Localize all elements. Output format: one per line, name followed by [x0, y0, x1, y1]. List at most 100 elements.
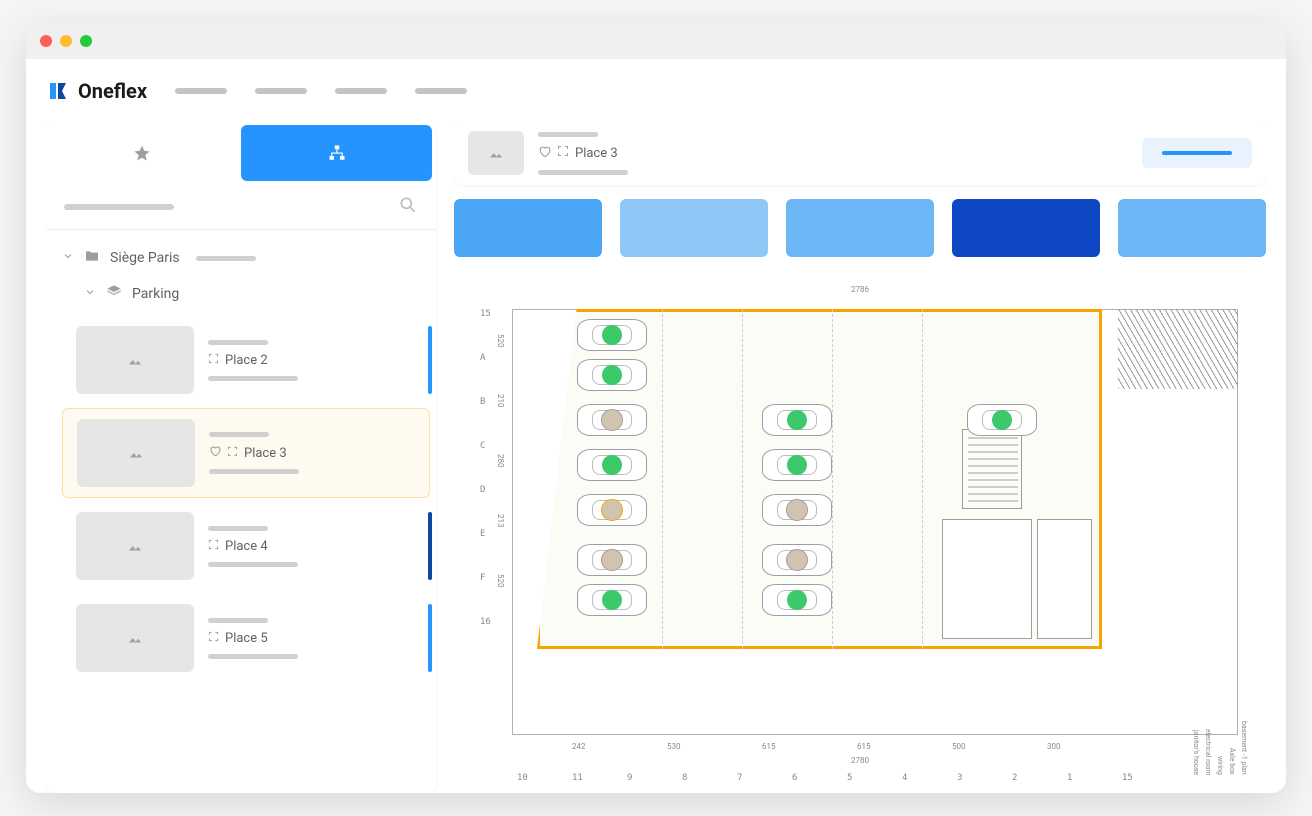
- tree-root[interactable]: Siège Paris: [46, 240, 436, 276]
- header-meta: Place 3: [538, 132, 628, 175]
- day-strip: [454, 199, 1266, 257]
- status-edge: [428, 604, 432, 672]
- fullscreen-icon[interactable]: [208, 539, 219, 554]
- day-chip[interactable]: [786, 199, 934, 257]
- primary-action-button[interactable]: [1142, 138, 1252, 168]
- star-icon: [133, 144, 151, 162]
- axis-label: 3: [957, 773, 962, 783]
- parking-spot[interactable]: [762, 494, 832, 526]
- folder-icon: [84, 248, 100, 268]
- dim-label: 280: [496, 454, 505, 468]
- parking-spot[interactable]: [577, 449, 647, 481]
- place-item[interactable]: Place 2: [62, 316, 430, 404]
- day-chip[interactable]: [1118, 199, 1266, 257]
- fullscreen-icon[interactable]: [208, 353, 219, 368]
- place-list: Place 2 Place 3 Place: [46, 316, 436, 682]
- axis-label: 9: [627, 773, 632, 783]
- parking-spot[interactable]: [577, 404, 647, 436]
- header-label-row: Place 3: [538, 145, 628, 162]
- place-meta: Place 5: [208, 618, 416, 659]
- chevron-down-icon: [62, 250, 74, 266]
- dim-label: 213: [496, 514, 505, 528]
- dim-label: 520: [496, 334, 505, 348]
- fullscreen-icon[interactable]: [557, 145, 569, 161]
- content-header: Place 3: [454, 121, 1266, 185]
- location-tree: Siège Paris Parking: [46, 230, 436, 793]
- placeholder: [209, 469, 299, 474]
- main: Siège Paris Parking: [46, 121, 1266, 793]
- sidebar-tab-tree[interactable]: [241, 125, 432, 181]
- sidebar-tabs: [46, 121, 436, 185]
- parking-spot[interactable]: [577, 544, 647, 576]
- floorplan[interactable]: 2786278015ABCDEF165202102802135201011987…: [454, 271, 1266, 793]
- parking-spot[interactable]: [577, 494, 647, 526]
- tree-child[interactable]: Parking: [46, 276, 436, 312]
- axis-label: 4: [902, 773, 907, 783]
- dim-label: 530: [667, 742, 681, 751]
- placeholder: [208, 618, 268, 623]
- parking-spot[interactable]: [967, 404, 1037, 436]
- place-thumb: [76, 326, 194, 394]
- sidebar-tab-favorites[interactable]: [46, 121, 237, 185]
- window-minimize-dot[interactable]: [60, 35, 72, 47]
- axis-label: 15: [1122, 773, 1133, 783]
- legend-label: janitor's house: [1192, 730, 1200, 775]
- dim-label: 615: [857, 742, 871, 751]
- nav-placeholder[interactable]: [415, 88, 467, 94]
- parking-spot[interactable]: [762, 404, 832, 436]
- search-icon[interactable]: [398, 195, 418, 219]
- parking-spot[interactable]: [577, 319, 647, 351]
- axis-label: 15: [480, 309, 491, 319]
- axis-label: D: [480, 485, 485, 495]
- place-item[interactable]: Place 5: [62, 594, 430, 682]
- browser-chrome: [26, 23, 1286, 59]
- day-chip[interactable]: [952, 199, 1100, 257]
- search-row[interactable]: [46, 185, 436, 230]
- place-meta: Place 3: [209, 432, 415, 474]
- heart-icon[interactable]: [538, 145, 551, 162]
- nav-placeholder[interactable]: [335, 88, 387, 94]
- dim-label: 500: [952, 742, 966, 751]
- parking-spot[interactable]: [577, 359, 647, 391]
- fullscreen-icon[interactable]: [227, 446, 238, 461]
- placeholder: [208, 376, 298, 381]
- place-meta: Place 2: [208, 340, 416, 381]
- window-close-dot[interactable]: [40, 35, 52, 47]
- image-icon: [126, 629, 144, 647]
- sitemap-icon: [328, 144, 346, 162]
- tree-child-label: Parking: [132, 286, 179, 302]
- window-zoom-dot[interactable]: [80, 35, 92, 47]
- nav-placeholder[interactable]: [175, 88, 227, 94]
- heart-icon[interactable]: [209, 445, 221, 461]
- image-icon: [487, 144, 505, 162]
- placeholder: [208, 340, 268, 345]
- place-thumb: [76, 512, 194, 580]
- dim-label: 2780: [851, 756, 869, 765]
- axis-label: A: [480, 353, 485, 363]
- nav-placeholder[interactable]: [255, 88, 307, 94]
- place-item[interactable]: Place 4: [62, 502, 430, 590]
- place-thumb: [76, 604, 194, 672]
- legend-label: Axle box: [1228, 748, 1236, 775]
- dim-label: 210: [496, 394, 505, 408]
- parking-spot[interactable]: [762, 584, 832, 616]
- app-root: Oneflex: [26, 59, 1286, 793]
- logo[interactable]: Oneflex: [46, 79, 147, 103]
- day-chip[interactable]: [454, 199, 602, 257]
- place-meta: Place 4: [208, 526, 416, 567]
- parking-spot[interactable]: [762, 449, 832, 481]
- legend-label: basement -1 plan: [1240, 721, 1248, 775]
- fullscreen-icon[interactable]: [208, 631, 219, 646]
- place-item[interactable]: Place 3: [62, 408, 430, 498]
- status-edge: [428, 326, 432, 394]
- day-chip[interactable]: [620, 199, 768, 257]
- axis-label: 10: [517, 773, 528, 783]
- placeholder: [538, 170, 628, 175]
- parking-spot[interactable]: [762, 544, 832, 576]
- parking-spot[interactable]: [577, 584, 647, 616]
- legend-label: electrical room: [1204, 729, 1212, 776]
- image-icon: [126, 537, 144, 555]
- logo-text: Oneflex: [78, 79, 147, 103]
- content: Place 3 2786278015ABCDEF1652021028021352…: [454, 121, 1266, 793]
- axis-label: 1: [1067, 773, 1072, 783]
